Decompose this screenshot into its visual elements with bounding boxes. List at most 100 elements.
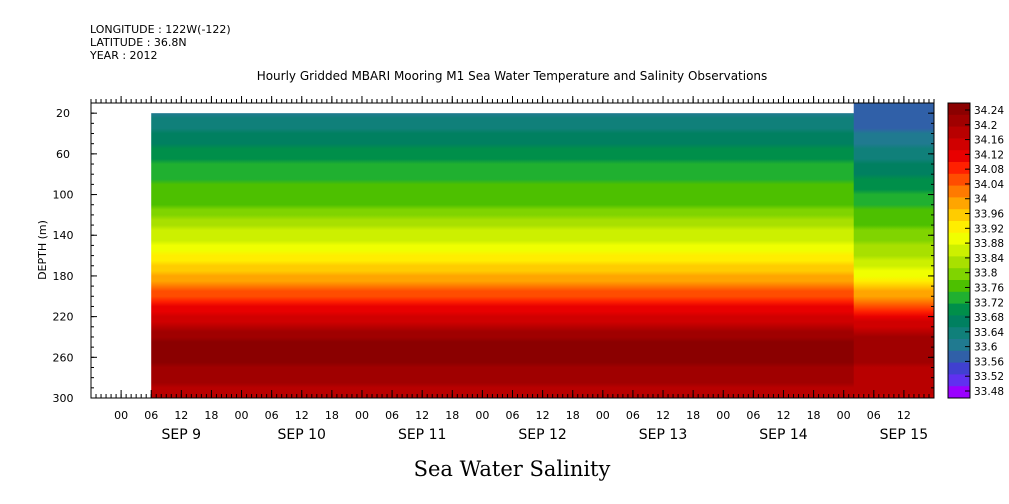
colorbar-swatch: [948, 303, 970, 316]
colorbar-swatch: [948, 232, 970, 246]
colorbar-swatch: [948, 339, 970, 352]
x-day-label: SEP 12: [518, 427, 566, 443]
colorbar-swatch: [948, 114, 970, 128]
x-tick-label: 18: [204, 409, 218, 422]
x-tick-label: 12: [897, 409, 911, 422]
colorbar-label: 33.56: [974, 356, 1004, 368]
colorbar-label: 34.16: [974, 135, 1004, 147]
colorbar-label: 34.12: [974, 149, 1004, 161]
colorbar-swatch: [948, 327, 970, 340]
colorbar-label: 33.6: [974, 342, 998, 354]
colorbar-swatch: [948, 315, 970, 328]
y-tick-label: 20: [56, 107, 70, 120]
colorbar-label: 33.68: [974, 312, 1004, 324]
colorbar-swatch: [948, 268, 970, 281]
colorbar-label: 33.8: [974, 268, 997, 280]
colorbar-label: 34.08: [974, 164, 1004, 176]
x-tick-label: 12: [295, 409, 309, 422]
x-day-label: SEP 9: [162, 427, 202, 443]
x-tick-label: 18: [686, 409, 700, 422]
x-tick-label: 00: [355, 409, 369, 422]
x-tick-label: 12: [656, 409, 670, 422]
colorbar-swatch: [948, 162, 970, 175]
x-day-label: SEP 15: [880, 427, 928, 443]
colorbar-swatch: [948, 221, 970, 234]
x-tick-label: 00: [235, 409, 249, 422]
colorbar-label: 34: [974, 194, 988, 206]
x-tick-label: 06: [265, 409, 279, 422]
colorbar-swatch: [948, 256, 970, 269]
chart-title: Hourly Gridded MBARI Mooring M1 Sea Wate…: [257, 69, 768, 83]
y-axis-label: DEPTH (m): [36, 220, 49, 280]
x-tick-label: 06: [746, 409, 760, 422]
colorbar-label: 33.48: [974, 386, 1004, 398]
salinity-field-sep15: [853, 103, 934, 398]
colorbar-swatch: [948, 374, 970, 387]
colorbar-label: 34.2: [974, 120, 997, 132]
y-tick-label: 180: [53, 270, 74, 283]
colorbar: 34.24 34.2 34.16 34.12 34.08 34.04 34 33.96 33.9…: [947, 102, 1004, 399]
colorbar-swatch: [948, 138, 970, 151]
x-tick-label: 12: [536, 409, 550, 422]
salinity-field: [151, 113, 855, 398]
y-tick-label: 140: [53, 229, 74, 242]
y-tick-label: 100: [53, 189, 74, 202]
colorbar-swatch: [948, 126, 970, 139]
colorbar-label: 33.64: [974, 327, 1004, 339]
y-tick-label: 300: [53, 392, 74, 405]
x-tick-label: 00: [596, 409, 610, 422]
colorbar-frame: [947, 102, 971, 399]
x-tick-label: 06: [626, 409, 640, 422]
colorbar-label: 33.96: [974, 209, 1004, 221]
longitude-label: LONGITUDE : 122W(-122): [90, 23, 231, 36]
colorbar-label: 33.84: [974, 253, 1004, 265]
colorbar-label: 33.52: [974, 371, 1004, 383]
x-day-label: SEP 14: [759, 427, 808, 443]
colorbar-swatch: [948, 244, 970, 257]
x-tick-label: 18: [807, 409, 821, 422]
x-tick-label: 12: [415, 409, 429, 422]
colorbar-label: 34.24: [974, 105, 1004, 117]
y-tick-label: 260: [53, 351, 74, 364]
colorbar-swatch: [948, 280, 970, 293]
x-tick-label: 12: [776, 409, 790, 422]
axes: 20 60 100 140 180 220 260 300 00 06 12 18 00 06 12 18 00…: [53, 96, 935, 443]
plot-area: [151, 103, 934, 398]
x-tick-label: 06: [867, 409, 881, 422]
x-tick-label: 18: [325, 409, 339, 422]
colorbar-swatch: [948, 173, 970, 187]
x-tick-label: 18: [445, 409, 459, 422]
x-day-label: SEP 10: [278, 427, 326, 443]
colorbar-swatch: [948, 150, 970, 163]
colorbar-swatch: [948, 197, 970, 210]
colorbar-label: 33.76: [974, 282, 1004, 294]
colorbar-swatch: [948, 291, 970, 305]
y-tick-label: 220: [53, 311, 74, 324]
x-tick-label: 06: [506, 409, 520, 422]
colorbar-swatch: [948, 209, 970, 222]
colorbar-swatch: [948, 386, 970, 399]
x-tick-label: 18: [566, 409, 580, 422]
year-label: YEAR : 2012: [90, 49, 158, 62]
x-tick-label: 06: [385, 409, 399, 422]
x-day-label: SEP 11: [398, 427, 446, 443]
x-tick-label: 00: [837, 409, 851, 422]
colorbar-label: 34.04: [974, 179, 1004, 191]
x-tick-label: 06: [144, 409, 158, 422]
variable-label: Sea Water Salinity: [414, 457, 611, 481]
x-tick-label: 00: [475, 409, 489, 422]
y-tick-label: 60: [56, 148, 70, 161]
colorbar-swatch: [948, 350, 970, 364]
x-day-label: SEP 13: [639, 427, 687, 443]
x-tick-label: 00: [114, 409, 128, 422]
latitude-label: LATITUDE : 36.8N: [90, 36, 187, 49]
colorbar-label: 33.88: [974, 238, 1004, 250]
colorbar-swatch: [948, 185, 970, 198]
x-tick-label: 12: [174, 409, 188, 422]
colorbar-label: 33.92: [974, 223, 1004, 235]
colorbar-swatch: [948, 362, 970, 375]
colorbar-swatch: [948, 103, 970, 116]
x-tick-label: 00: [716, 409, 730, 422]
colorbar-label: 33.72: [974, 297, 1004, 309]
